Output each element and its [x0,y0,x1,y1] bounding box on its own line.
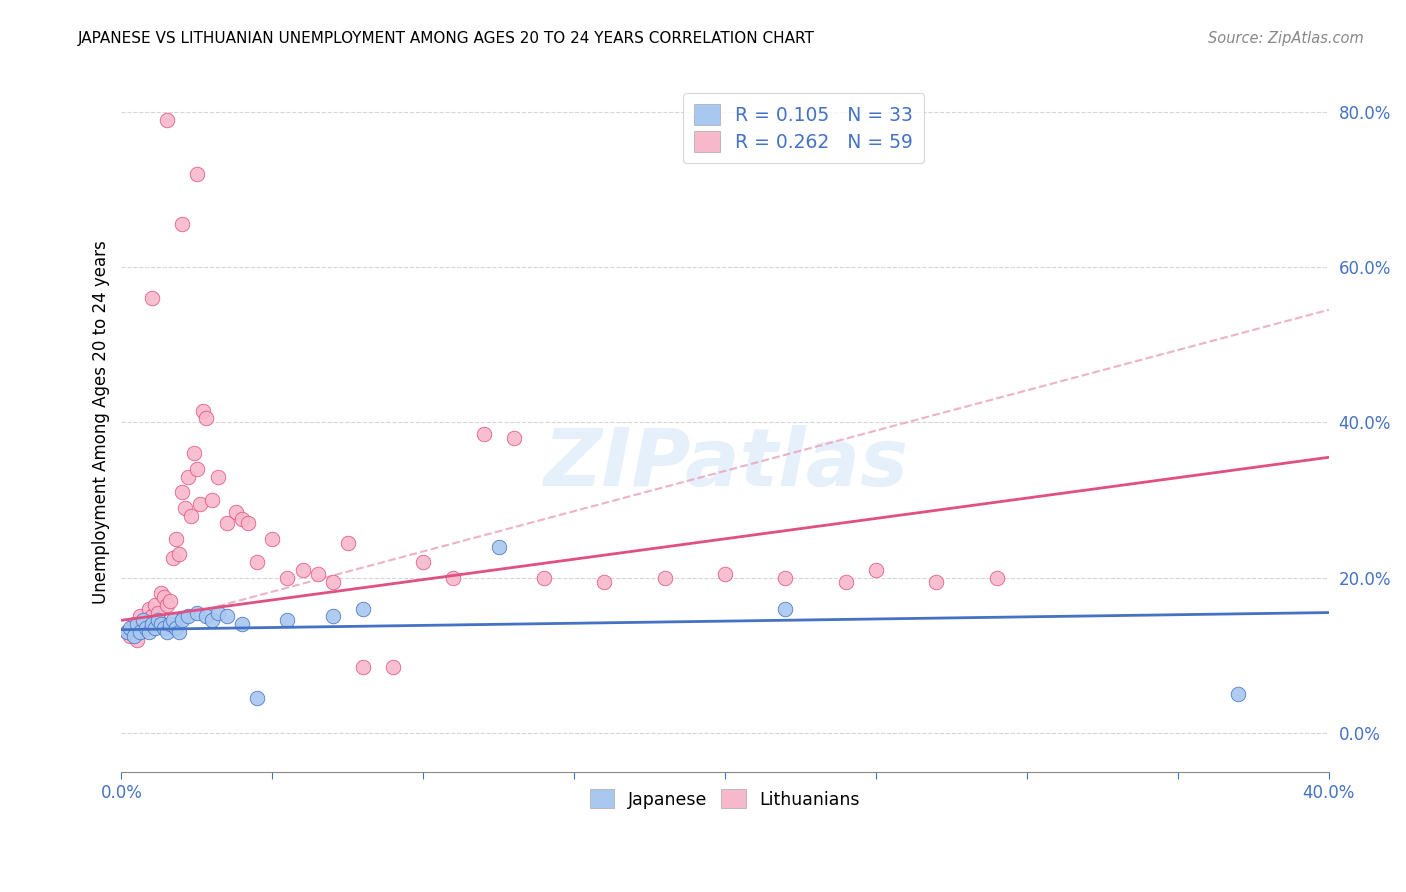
Legend: Japanese, Lithuanians: Japanese, Lithuanians [583,782,868,815]
Point [307,566,329,581]
Point [488,540,510,554]
Point [775,571,797,585]
Point [141,291,163,305]
Point [412,555,434,569]
Point [128,609,150,624]
Point [925,574,948,589]
Point [146,613,169,627]
Point [159,594,181,608]
Point [156,624,179,639]
Point [120,629,142,643]
Point [135,613,157,627]
Point [125,617,148,632]
Point [131,621,153,635]
Point [162,551,184,566]
Point [162,613,184,627]
Point [143,598,166,612]
Point [120,621,142,635]
Point [186,167,208,181]
Point [207,469,229,483]
Point [217,609,239,624]
Point [165,621,187,635]
Point [122,617,145,632]
Point [322,609,344,624]
Point [167,624,190,639]
Point [135,621,157,635]
Point [156,598,179,612]
Point [149,586,172,600]
Point [186,462,208,476]
Point [141,609,163,624]
Point [125,632,148,647]
Point [194,609,217,624]
Point [238,516,260,531]
Point [122,629,145,643]
Point [173,500,195,515]
Point [156,112,179,127]
Point [201,493,224,508]
Point [336,535,359,549]
Point [141,617,163,632]
Point [149,617,172,632]
Point [191,403,214,417]
Point [986,571,1008,585]
Point [177,609,200,624]
Point [152,590,174,604]
Point [152,621,174,635]
Point [170,218,193,232]
Text: JAPANESE VS LITHUANIAN UNEMPLOYMENT AMONG AGES 20 TO 24 YEARS CORRELATION CHART: JAPANESE VS LITHUANIAN UNEMPLOYMENT AMON… [77,31,814,46]
Point [276,571,298,585]
Point [138,624,160,639]
Point [262,532,284,546]
Point [1227,687,1250,701]
Point [143,621,166,635]
Point [865,563,887,577]
Y-axis label: Unemployment Among Ages 20 to 24 years: Unemployment Among Ages 20 to 24 years [93,241,110,604]
Point [352,660,374,674]
Point [443,571,465,585]
Point [502,431,524,445]
Point [138,601,160,615]
Point [472,427,495,442]
Point [194,411,217,425]
Point [352,601,374,615]
Point [117,624,139,639]
Point [225,505,247,519]
Point [533,571,555,585]
Point [177,469,200,483]
Point [128,624,150,639]
Point [322,574,344,589]
Text: ZIPatlas: ZIPatlas [543,425,908,503]
Point [146,606,169,620]
Point [291,563,314,577]
Point [117,624,139,639]
Point [654,571,676,585]
Point [246,690,269,705]
Point [775,601,797,615]
Text: Source: ZipAtlas.com: Source: ZipAtlas.com [1208,31,1364,46]
Point [131,613,153,627]
Point [159,617,181,632]
Point [714,566,737,581]
Point [231,617,253,632]
Point [186,606,208,620]
Point [382,660,405,674]
Point [170,613,193,627]
Point [170,485,193,500]
Point [201,613,224,627]
Point [165,532,187,546]
Point [167,547,190,561]
Point [231,512,253,526]
Point [593,574,616,589]
Point [246,555,269,569]
Point [217,516,239,531]
Point [180,508,202,523]
Point [183,446,205,460]
Point [207,606,229,620]
Point [188,497,211,511]
Point [276,613,298,627]
Point [835,574,858,589]
